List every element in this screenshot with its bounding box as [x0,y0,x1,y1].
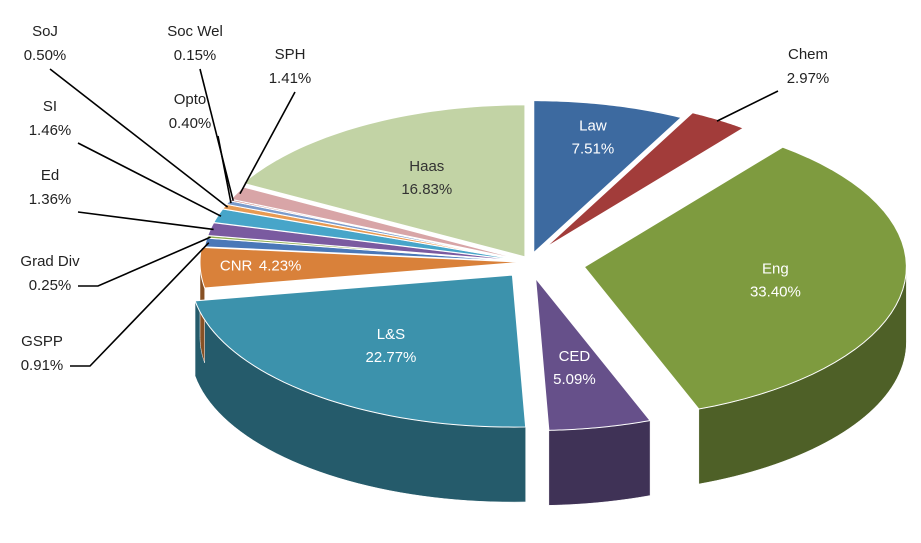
slice-value: 2.97% [787,70,830,87]
slice-value: 0.15% [174,47,217,64]
slice [213,208,526,262]
slice-name: Eng [762,261,789,278]
slice-value: 22.77% [366,349,417,366]
leader-line [199,68,234,201]
slice-value: 1.41% [269,70,312,87]
slice-side [548,420,651,506]
slice-name: CNR [220,258,253,275]
slice-name: CED [559,348,591,365]
slice [533,100,683,254]
slice-value: 0.25% [29,277,72,294]
slice-name: Opto [174,91,207,108]
slice-name: Soc Wel [167,23,223,40]
slice-value: 1.46% [29,122,72,139]
slice-name: Chem [788,46,828,63]
slice-name: L&S [377,326,405,343]
slice-name: Law [579,117,607,134]
slice [242,104,526,258]
slice-value: 7.51% [572,140,615,157]
slice-name: SPH [275,46,306,63]
leader-line [70,242,210,367]
leader-line [239,91,296,195]
slice-name: SoJ [32,23,58,40]
sides [194,262,907,506]
labels: Law 7.51% Chem 2.97% Eng 33.40% CED 5.09% L&S 22.… [20,23,829,388]
slice-value: 4.23% [259,258,302,275]
slice-value: 1.36% [29,191,72,208]
leader-line [49,68,229,208]
slice-name: GSPP [21,333,63,350]
slice [583,146,907,410]
slice-value: 5.09% [553,371,596,388]
leader-line [77,211,214,231]
slice-value: 16.83% [401,181,452,198]
leader-line [716,90,779,122]
slice [194,274,527,428]
leader-line [78,236,211,287]
slice-value: 0.40% [169,115,212,132]
slice-name: Grad Div [20,253,80,270]
slice-value: 33.40% [750,284,801,301]
slice-value: 0.50% [24,47,67,64]
slice-value: 0.91% [21,357,64,374]
leader-line [77,142,222,217]
slice [534,276,652,431]
slice-name: SI [43,98,57,115]
slice-name: Haas [409,158,444,175]
slice [199,246,523,289]
slice-name: Ed [41,167,59,184]
